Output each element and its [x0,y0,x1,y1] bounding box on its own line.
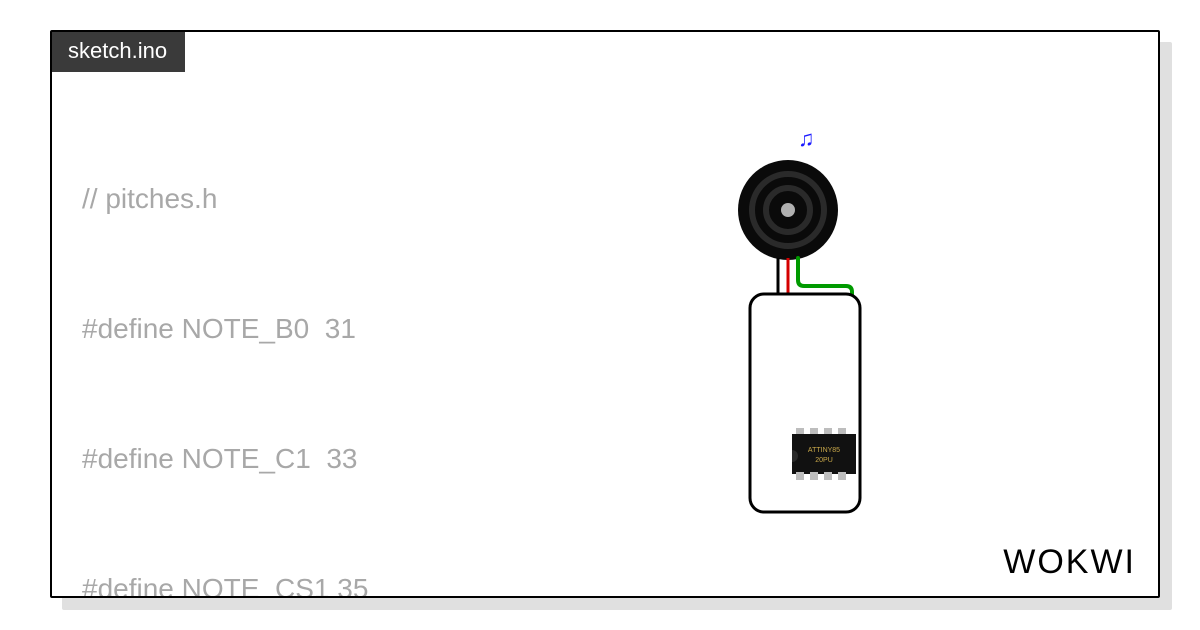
svg-text:♫: ♫ [798,132,815,151]
code-line: #define NOTE_B0 31 [82,307,368,350]
code-line: // pitches.h [82,177,368,220]
attiny-chip: ATTINY85 20PU [792,428,856,480]
chip-label-1: ATTINY85 [808,447,840,454]
file-tab-label: sketch.ino [68,38,167,63]
buzzer-component [738,160,838,260]
file-tab[interactable]: sketch.ino [50,30,185,72]
brand-logo: WOKWI [1003,543,1136,582]
code-snippet: // pitches.h #define NOTE_B0 31 #define … [82,90,368,598]
chip-label-2: 20PU [815,457,833,464]
preview-card: sketch.ino // pitches.h #define NOTE_B0 … [50,30,1160,598]
music-note-icon: ♫ [798,132,815,151]
code-line: #define NOTE_CS1 35 [82,567,368,598]
circuit-diagram: ♫ [650,132,930,552]
brand-text: WOKWI [1003,543,1136,581]
code-line: #define NOTE_C1 33 [82,437,368,480]
